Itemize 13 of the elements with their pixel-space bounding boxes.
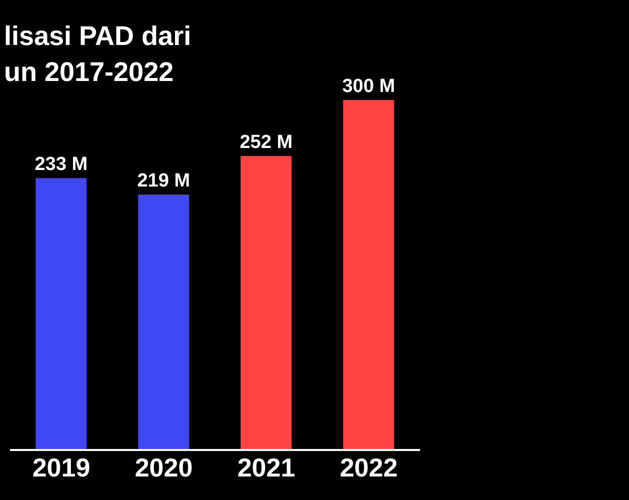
data-label: 233 M (34, 154, 88, 176)
data-label: 219 M (137, 170, 190, 192)
bar (138, 194, 190, 450)
x-tick-label: 2019 (32, 452, 90, 482)
x-tick-label: 2021 (237, 452, 296, 482)
bar (36, 178, 87, 450)
x-tick-label: 2022 (340, 452, 398, 482)
data-label: 300 M (342, 76, 396, 97)
x-tick-label: 2020 (134, 452, 193, 482)
bar (240, 156, 292, 450)
data-label: 252 M (240, 132, 293, 153)
bar (343, 100, 394, 450)
chart-title: lisasi PAD dari un 2017-2022 (4, 20, 192, 89)
